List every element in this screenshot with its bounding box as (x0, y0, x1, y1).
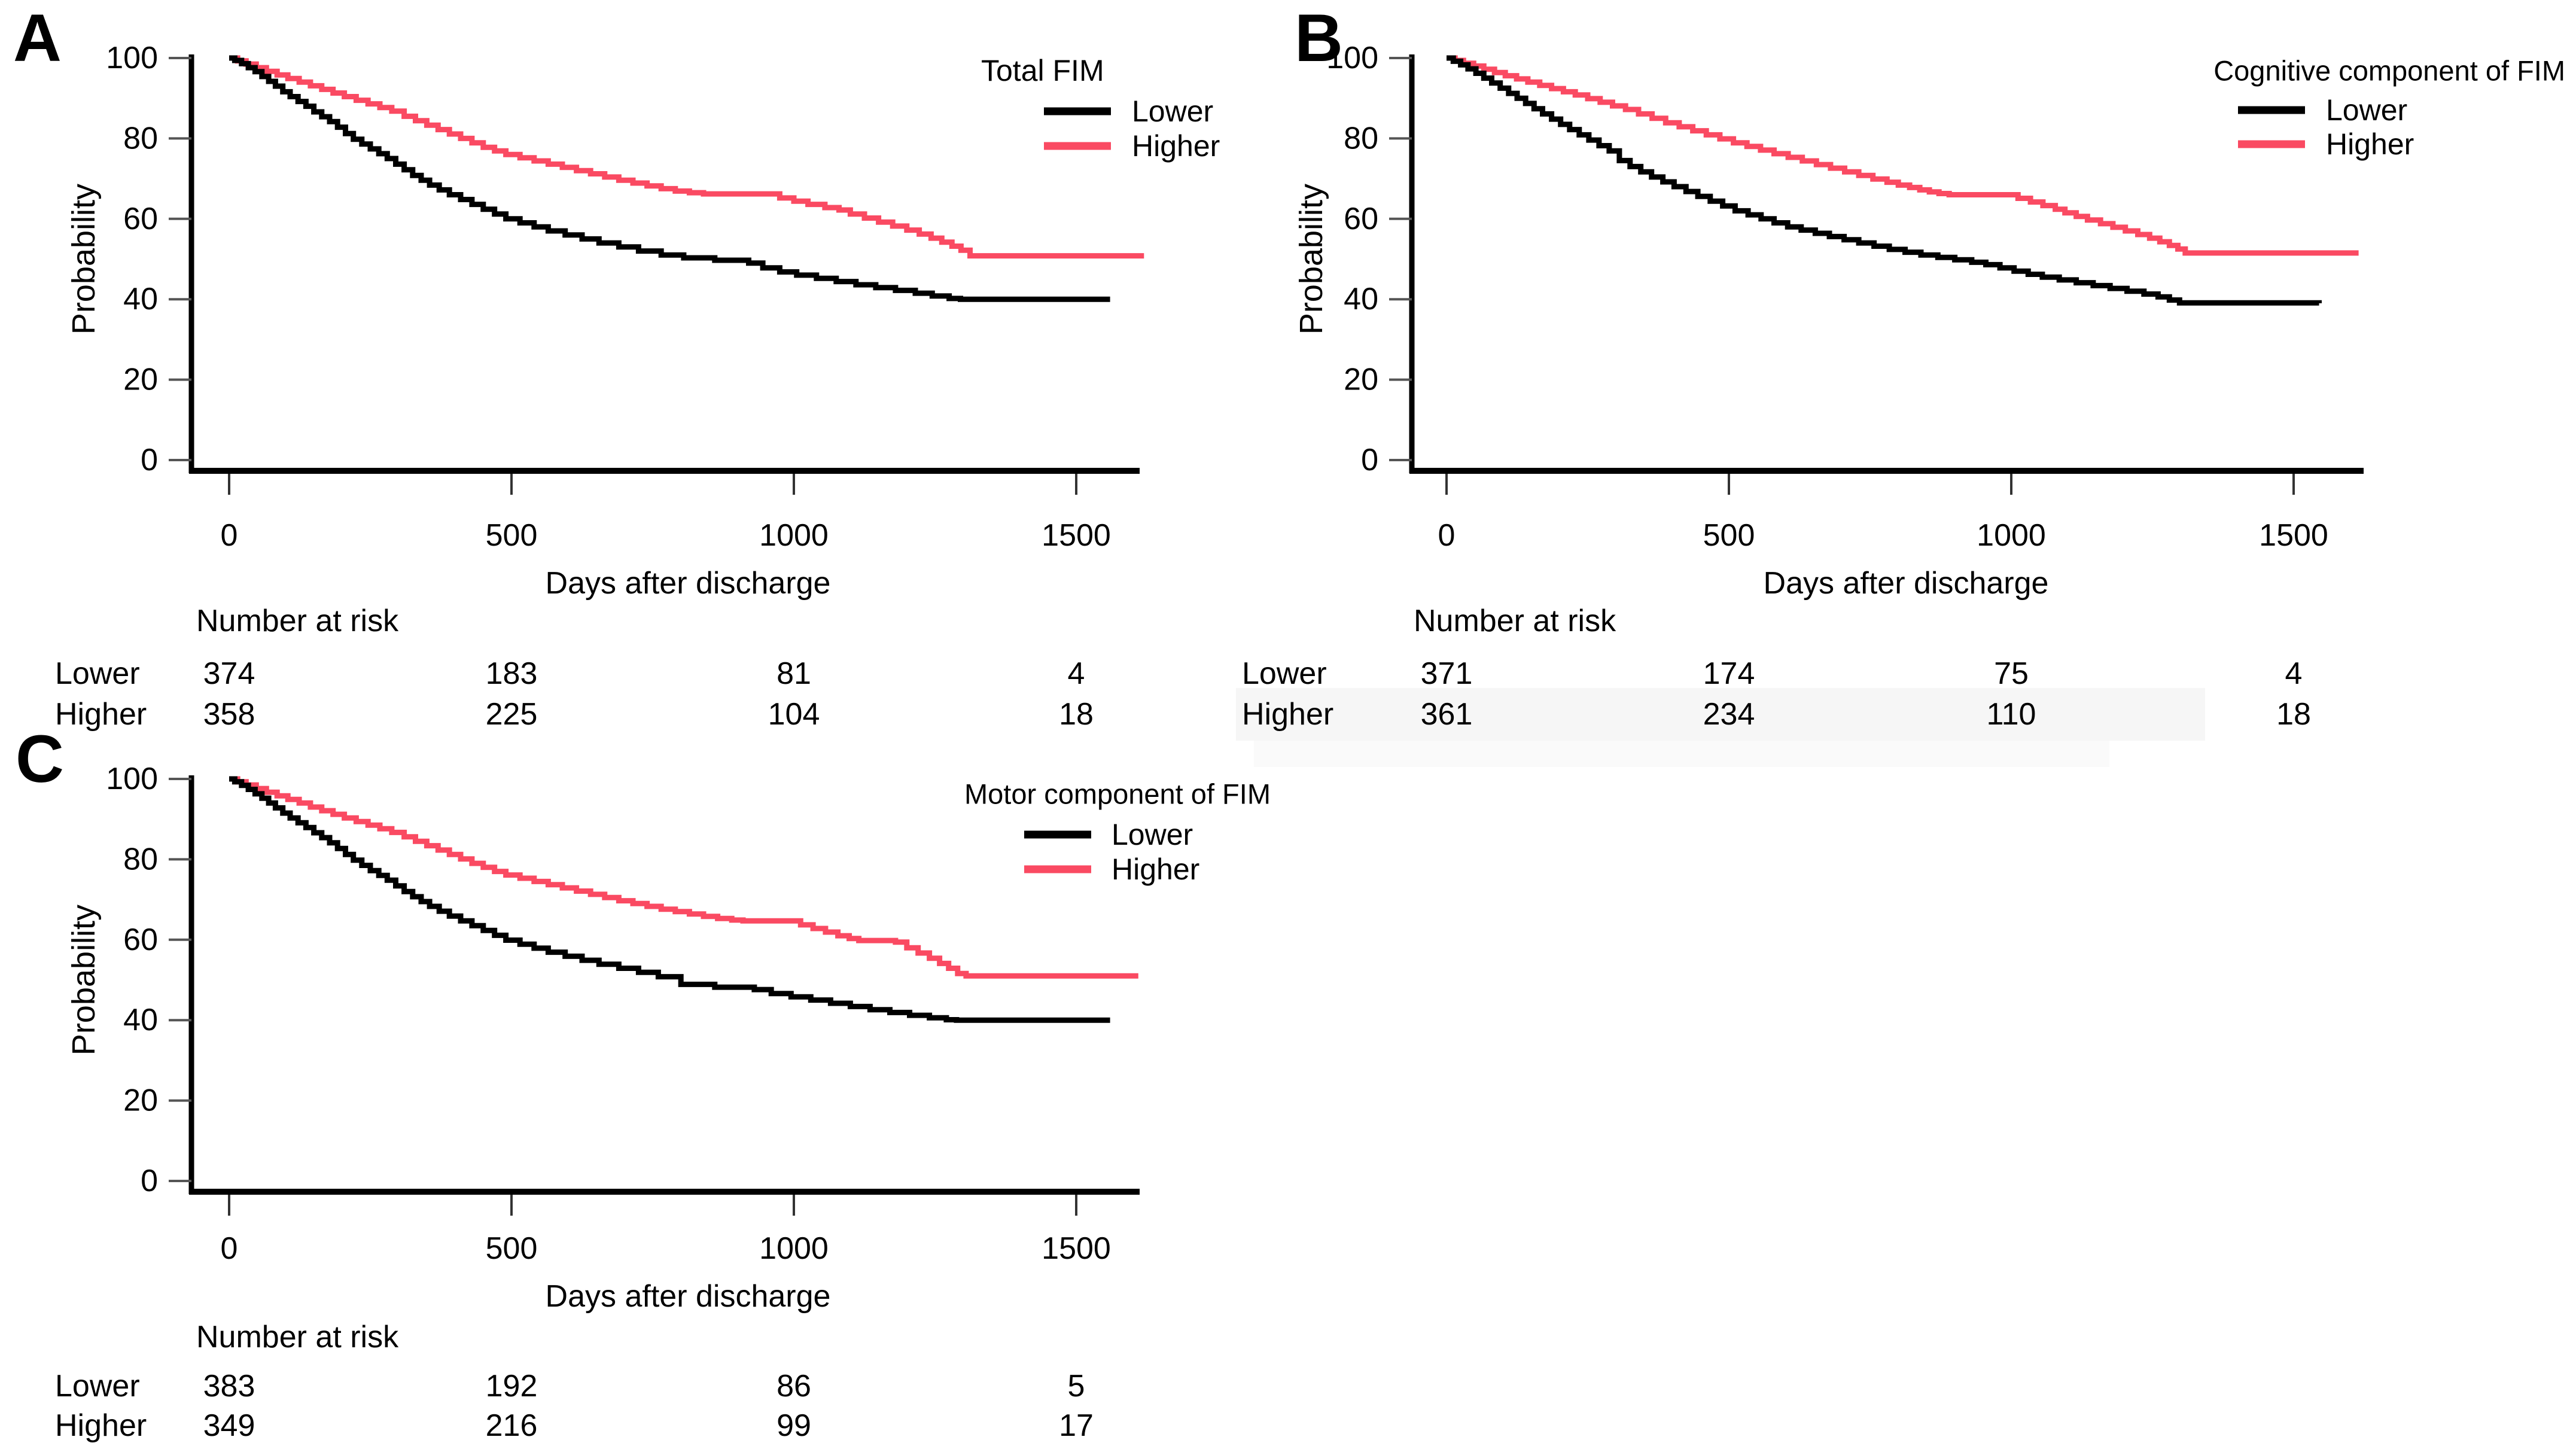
km-curve-lower (1447, 55, 2322, 306)
x-axis-title: Days after discharge (546, 566, 831, 601)
x-tick-label: 1000 (759, 518, 829, 553)
legend-label-lower: Lower (2326, 93, 2407, 127)
risk-value: 192 (485, 1369, 538, 1404)
risk-value: 371 (1420, 656, 1473, 691)
risk-row-label-lower: Lower (55, 1369, 140, 1404)
y-tick-label: 0 (1361, 443, 1378, 477)
panel-cognitive-fim: B 0 20 40 60 80 100 0 500 1000 1500 Days after dis… (1236, 0, 2576, 767)
x-axis-title: Days after discharge (546, 1279, 831, 1314)
km-curve-higher (1447, 55, 2359, 256)
risk-value: 358 (203, 697, 255, 732)
y-tick-label: 20 (123, 363, 158, 397)
x-axis-title: Days after discharge (1764, 566, 2049, 601)
risk-value: 18 (1059, 697, 1094, 732)
y-axis-title: Probability (66, 905, 102, 1055)
y-tick-label: 60 (1344, 202, 1378, 236)
legend-label-lower: Lower (1112, 818, 1193, 851)
risk-value: 4 (1067, 656, 1085, 691)
y-tick-label: 20 (1344, 363, 1378, 397)
panel-total-fim: A 0 20 40 60 80 100 0 500 1000 1500 Days after dis… (0, 0, 1286, 732)
y-tick-label: 0 (141, 443, 158, 477)
legend-title: Motor component of FIM (964, 778, 1271, 810)
y-tick-label: 100 (1326, 41, 1378, 75)
risk-row-label-lower: Lower (1242, 656, 1327, 691)
km-curve-lower (229, 55, 1110, 302)
x-tick-label: 500 (486, 518, 538, 553)
risk-value: 225 (485, 697, 538, 732)
y-tick-label: 100 (106, 762, 158, 796)
risk-row-label-higher: Higher (55, 1408, 147, 1443)
y-tick-label: 40 (123, 282, 158, 316)
y-tick-label: 20 (123, 1083, 158, 1118)
risk-value: 234 (1703, 697, 1755, 732)
x-tick-label: 1000 (1977, 518, 2046, 553)
x-tick-label: 1000 (759, 1231, 829, 1266)
table-shading-band-light (1254, 741, 2109, 767)
risk-value: 18 (2276, 697, 2311, 732)
risk-value: 183 (485, 656, 538, 691)
y-tick-label: 40 (123, 1003, 158, 1037)
panel-letter-a: A (13, 1, 62, 75)
risk-value: 361 (1420, 697, 1473, 732)
risk-value: 4 (2285, 656, 2303, 691)
x-tick-label: 0 (221, 1231, 238, 1266)
risk-value: 99 (777, 1408, 811, 1443)
table-shading-band (1236, 688, 2205, 741)
risk-value: 5 (1067, 1369, 1085, 1404)
y-axis-title: Probability (66, 184, 102, 334)
km-curve-higher (229, 776, 1138, 979)
risk-value: 86 (777, 1369, 811, 1404)
y-tick-label: 80 (123, 121, 158, 156)
y-tick-label: 80 (123, 842, 158, 876)
risk-row-label-lower: Lower (55, 656, 140, 691)
x-tick-label: 0 (221, 518, 238, 553)
panel-letter-b: B (1295, 1, 1343, 75)
y-tick-label: 0 (141, 1164, 158, 1198)
km-curve-higher (229, 55, 1144, 259)
number-at-risk-title: Number at risk (196, 604, 399, 638)
y-tick-label: 60 (123, 923, 158, 957)
risk-value: 374 (203, 656, 255, 691)
x-tick-label: 1500 (2259, 518, 2328, 553)
legend-title: Cognitive component of FIM (2213, 55, 2565, 87)
risk-value: 216 (485, 1408, 538, 1443)
number-at-risk-title: Number at risk (196, 1320, 399, 1354)
x-tick-label: 1500 (1042, 1231, 1111, 1266)
legend-label-higher: Higher (1112, 853, 1199, 886)
x-tick-label: 1500 (1042, 518, 1111, 553)
legend-title: Total FIM (981, 54, 1104, 87)
risk-value: 75 (1994, 656, 2029, 691)
risk-value: 174 (1703, 656, 1755, 691)
panel-letter-c: C (16, 722, 64, 796)
risk-value: 110 (1986, 697, 2036, 732)
y-tick-label: 100 (106, 41, 158, 75)
legend-label-higher: Higher (1132, 129, 1220, 163)
y-tick-label: 80 (1344, 121, 1378, 156)
legend-label-higher: Higher (2326, 127, 2414, 161)
risk-value: 17 (1059, 1408, 1094, 1443)
risk-value: 383 (203, 1369, 255, 1404)
risk-value: 81 (777, 656, 811, 691)
legend-label-lower: Lower (1132, 95, 1213, 128)
risk-row-label-higher: Higher (1242, 697, 1334, 732)
x-tick-label: 0 (1438, 518, 1456, 553)
risk-row-label-higher: Higher (55, 697, 147, 732)
risk-value: 104 (768, 697, 820, 732)
risk-value: 349 (203, 1408, 255, 1443)
number-at-risk-title: Number at risk (1414, 604, 1616, 638)
km-curve-lower (229, 776, 1110, 1023)
panel-motor-fim: C 0 20 40 60 80 100 0 500 1000 1500 Days after dis… (0, 721, 1286, 1443)
x-tick-label: 500 (1703, 518, 1755, 553)
y-tick-label: 60 (123, 202, 158, 236)
y-tick-label: 40 (1344, 282, 1378, 316)
x-tick-label: 500 (486, 1231, 538, 1266)
y-axis-title: Probability (1293, 184, 1329, 334)
